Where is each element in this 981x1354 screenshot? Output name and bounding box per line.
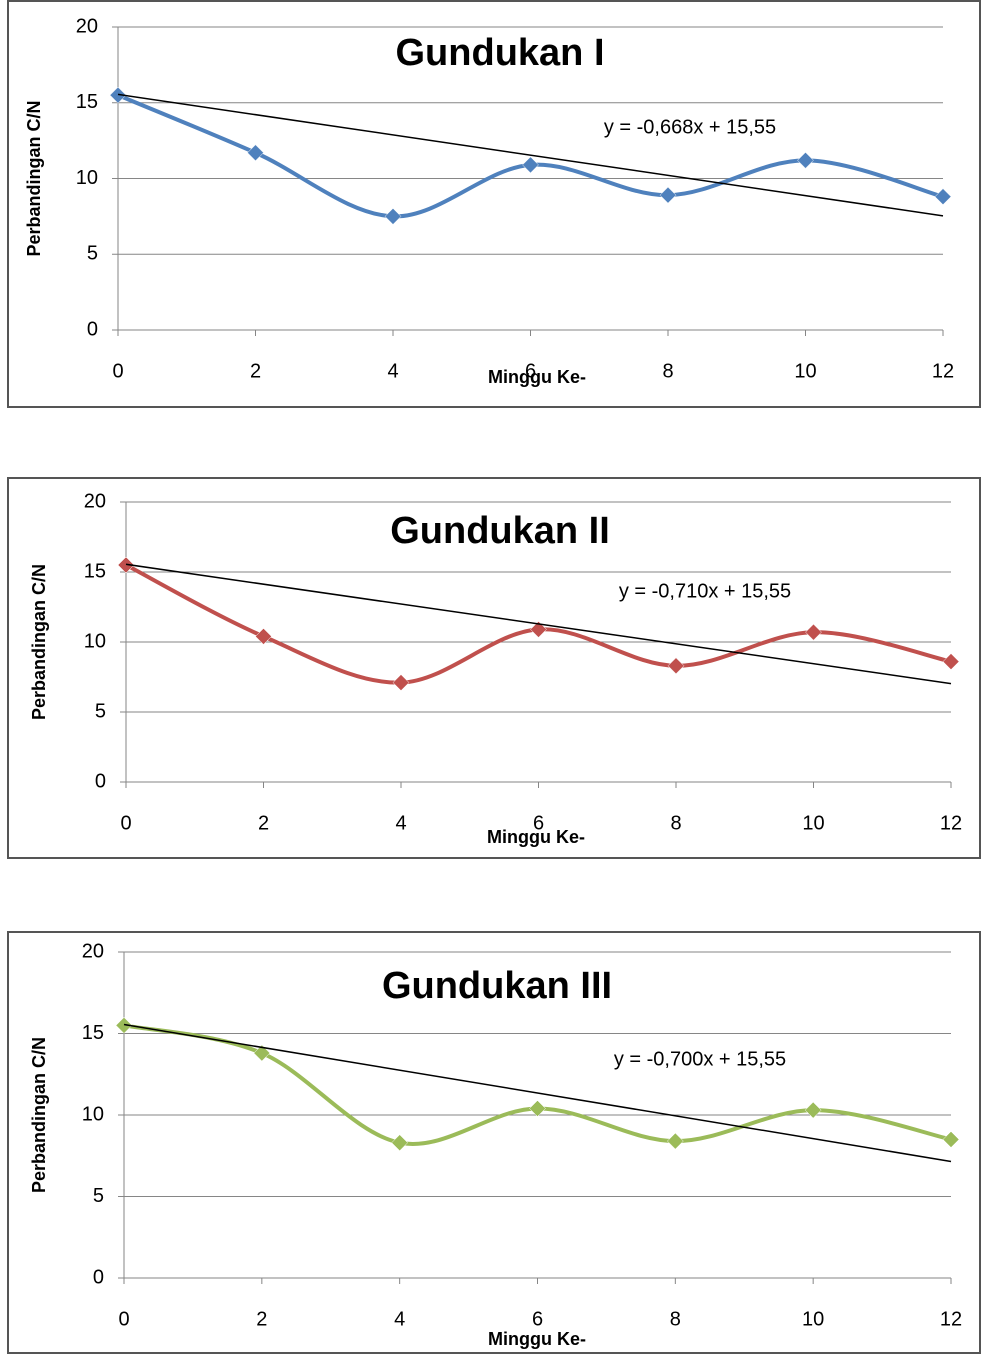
x-tick-label: 0 xyxy=(120,812,131,834)
y-tick-label: 10 xyxy=(76,167,98,189)
x-tick-label: 2 xyxy=(256,1308,267,1330)
trendline xyxy=(118,94,943,215)
trendline xyxy=(126,564,951,683)
x-tick-label: 8 xyxy=(670,812,681,834)
data-point xyxy=(805,1102,821,1118)
trendline-equation: y = -0,668x + 15,55 xyxy=(604,116,776,138)
y-tick-label: 20 xyxy=(82,940,104,962)
data-point xyxy=(668,658,684,674)
data-point xyxy=(392,1135,408,1151)
trendline-equation: y = -0,710x + 15,55 xyxy=(619,580,791,602)
x-tick-label: 12 xyxy=(940,812,962,834)
data-point xyxy=(530,1100,546,1116)
data-point xyxy=(943,1131,959,1147)
x-tick-label: 8 xyxy=(670,1308,681,1330)
y-tick-label: 20 xyxy=(76,15,98,37)
y-tick-label: 15 xyxy=(82,1022,104,1044)
x-tick-label: 12 xyxy=(940,1308,962,1330)
data-point xyxy=(385,208,401,224)
y-tick-label: 0 xyxy=(95,770,106,792)
trendline-equation: y = -0,700x + 15,55 xyxy=(614,1048,786,1070)
y-tick-label: 5 xyxy=(93,1185,104,1207)
data-point xyxy=(943,654,959,670)
y-axis-title: Perbandingan C/N xyxy=(24,100,44,256)
x-tick-label: 10 xyxy=(802,1308,824,1330)
y-tick-label: 0 xyxy=(87,318,98,340)
x-axis-title: Minggu Ke- xyxy=(487,827,585,847)
chart-title: Gundukan II xyxy=(390,510,610,552)
data-point xyxy=(660,187,676,203)
y-tick-label: 15 xyxy=(84,560,106,582)
y-tick-label: 20 xyxy=(84,490,106,512)
data-point xyxy=(523,157,539,173)
page: {"chart_data": [ {"type": "line", "title… xyxy=(0,0,981,1354)
chart: 0 5 10 15 20 0 2 4 6 8 10 12 Gundukan III Minggu Ke- P… xyxy=(8,932,980,1353)
y-tick-label: 10 xyxy=(82,1103,104,1125)
data-point xyxy=(248,145,264,161)
x-tick-label: 6 xyxy=(532,1308,543,1330)
x-axis-title: Minggu Ke- xyxy=(488,367,586,387)
x-tick-label: 4 xyxy=(387,360,398,382)
x-tick-label: 10 xyxy=(794,360,816,382)
x-axis-title: Minggu Ke- xyxy=(488,1329,586,1349)
data-point xyxy=(806,624,822,640)
chart-title: Gundukan I xyxy=(396,32,605,74)
x-tick-label: 4 xyxy=(395,812,406,834)
x-tick-label: 2 xyxy=(258,812,269,834)
x-tick-label: 10 xyxy=(802,812,824,834)
x-tick-label: 0 xyxy=(118,1308,129,1330)
x-tick-label: 8 xyxy=(662,360,673,382)
y-axis-title: Perbandingan C/N xyxy=(29,1037,49,1193)
chart-title: Gundukan III xyxy=(382,965,612,1007)
trendline xyxy=(124,1025,951,1162)
y-tick-label: 5 xyxy=(95,700,106,722)
charts: 05101520024681012Gundukan IMinggu Ke-Per… xyxy=(0,0,981,1354)
data-point xyxy=(798,152,814,168)
data-point xyxy=(935,189,951,205)
x-tick-label: 2 xyxy=(250,360,261,382)
data-point xyxy=(393,675,409,691)
y-tick-label: 15 xyxy=(76,91,98,113)
x-tick-label: 12 xyxy=(932,360,954,382)
y-tick-label: 0 xyxy=(93,1266,104,1288)
x-tick-label: 4 xyxy=(394,1308,405,1330)
y-tick-label: 10 xyxy=(84,630,106,652)
y-tick-label: 5 xyxy=(87,243,98,265)
y-axis-title: Perbandingan C/N xyxy=(29,564,49,720)
data-line xyxy=(124,1025,951,1144)
data-point xyxy=(667,1133,683,1149)
x-tick-label: 0 xyxy=(112,360,123,382)
